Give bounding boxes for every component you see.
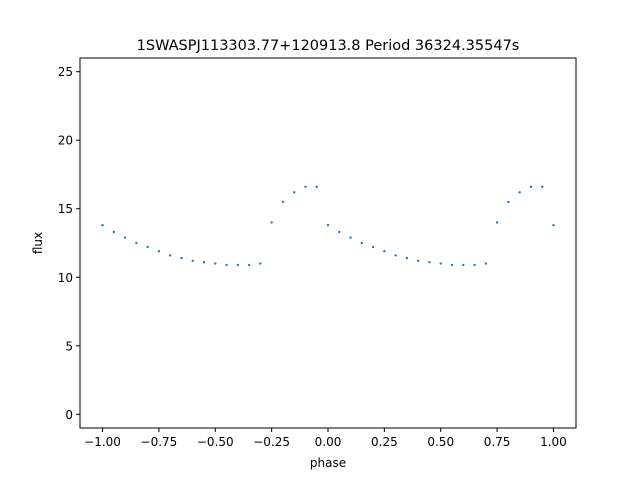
data-point xyxy=(371,245,375,249)
data-point xyxy=(202,260,206,264)
data-point xyxy=(270,221,273,224)
y-tick-label: 25 xyxy=(58,65,73,79)
data-point xyxy=(552,223,555,227)
data-point xyxy=(349,236,352,239)
data-point xyxy=(292,191,296,194)
data-point xyxy=(405,256,409,260)
data-point xyxy=(191,259,194,263)
data-point xyxy=(529,185,533,189)
y-tick-label: 20 xyxy=(58,134,73,148)
data-point xyxy=(428,260,431,264)
data-point xyxy=(326,223,330,227)
data-point xyxy=(281,200,285,204)
data-point xyxy=(157,250,161,253)
data-point xyxy=(383,250,386,253)
x-tick-label: −0.75 xyxy=(141,435,178,449)
data-point xyxy=(247,263,251,267)
data-point xyxy=(225,263,228,267)
data-point xyxy=(180,256,183,260)
data-point xyxy=(304,185,307,189)
data-point xyxy=(112,230,116,234)
x-tick-label: −1.00 xyxy=(84,435,121,449)
y-tick-label: 10 xyxy=(58,271,73,285)
scatter-points xyxy=(101,185,555,267)
y-tick-label: 0 xyxy=(65,408,73,422)
data-point xyxy=(360,241,364,245)
data-point xyxy=(101,223,104,227)
x-tick-label: −0.50 xyxy=(197,435,234,449)
data-point xyxy=(123,236,127,239)
data-point xyxy=(450,263,454,267)
y-axis-ticks: 0 5 10 15 20 25 xyxy=(58,65,80,422)
data-point xyxy=(518,191,521,194)
x-tick-label: 1.00 xyxy=(540,435,567,449)
y-tick-label: 5 xyxy=(65,339,73,353)
data-point xyxy=(168,254,172,257)
x-axis-label: phase xyxy=(310,456,346,470)
x-tick-label: 0.50 xyxy=(427,435,454,449)
data-point xyxy=(439,262,442,265)
x-tick-label: −0.25 xyxy=(253,435,290,449)
data-point xyxy=(338,230,341,234)
data-point xyxy=(315,185,318,189)
data-point xyxy=(214,262,217,265)
y-axis-label: flux xyxy=(31,232,45,254)
x-tick-label: 0.75 xyxy=(484,435,511,449)
chart-title: 1SWASPJ113303.77+120913.8 Period 36324.3… xyxy=(137,38,520,54)
data-point xyxy=(416,259,420,263)
y-tick-label: 15 xyxy=(58,202,73,216)
data-point xyxy=(394,254,397,257)
x-axis-ticks: −1.00 −0.75 −0.50 −0.25 0.00 0.25 0.50 0.75 1.00 xyxy=(84,428,567,449)
data-point xyxy=(495,221,499,224)
data-point xyxy=(236,263,240,267)
data-point xyxy=(484,262,488,265)
data-point xyxy=(135,241,138,245)
x-tick-label: 0.00 xyxy=(315,435,342,449)
data-point xyxy=(540,185,544,189)
data-point xyxy=(507,200,510,204)
data-point xyxy=(146,245,149,249)
x-tick-label: 0.25 xyxy=(371,435,398,449)
data-point xyxy=(259,262,262,265)
data-point xyxy=(462,263,465,267)
data-point xyxy=(473,263,476,267)
